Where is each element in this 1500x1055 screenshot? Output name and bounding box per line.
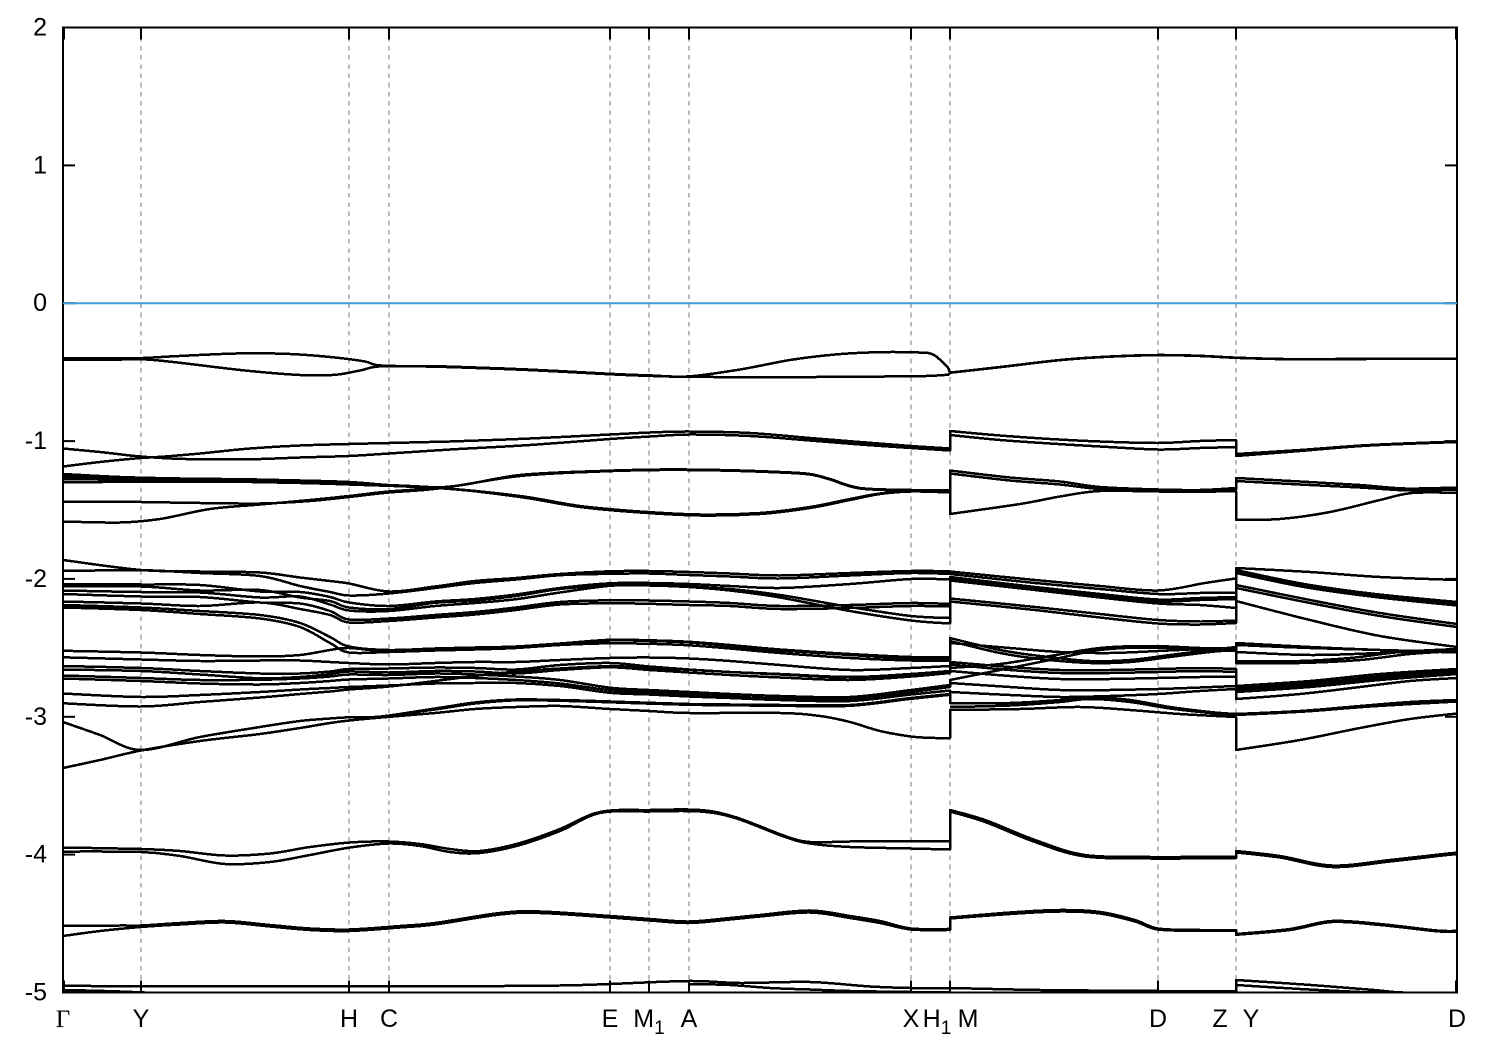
svg-text:A: A <box>681 1005 698 1033</box>
svg-text:-4: -4 <box>25 841 47 869</box>
svg-text:2: 2 <box>33 14 47 42</box>
svg-text:-3: -3 <box>25 703 47 731</box>
svg-text:D: D <box>1149 1005 1167 1033</box>
svg-text:M: M <box>958 1005 979 1033</box>
svg-text:Z: Z <box>1212 1005 1227 1033</box>
svg-text:0: 0 <box>33 289 47 317</box>
svg-text:1: 1 <box>33 151 47 179</box>
svg-text:C: C <box>380 1005 398 1033</box>
svg-text:Y: Y <box>133 1005 150 1033</box>
svg-text:Y: Y <box>1243 1005 1260 1033</box>
svg-text:E: E <box>602 1005 619 1033</box>
svg-text:-2: -2 <box>25 565 47 593</box>
svg-text:-1: -1 <box>25 427 47 455</box>
svg-text:-5: -5 <box>25 979 47 1007</box>
svg-text:D: D <box>1448 1005 1466 1033</box>
svg-text:H: H <box>340 1005 358 1033</box>
svg-text:Γ: Γ <box>56 1006 70 1033</box>
svg-text:X: X <box>903 1005 920 1033</box>
